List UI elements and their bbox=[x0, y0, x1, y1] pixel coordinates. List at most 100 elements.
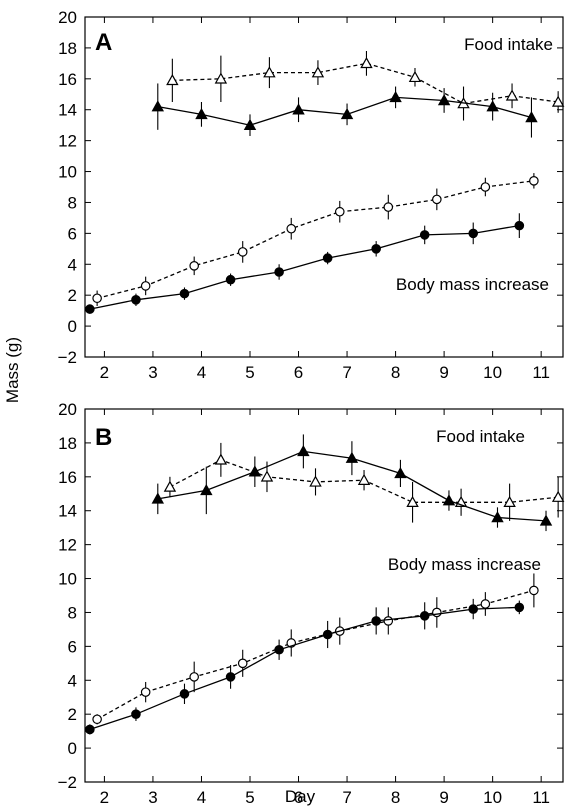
data-point bbox=[274, 267, 284, 277]
y-tick-label: 4 bbox=[68, 255, 77, 274]
y-tick-label: 18 bbox=[58, 434, 77, 453]
data-point bbox=[468, 228, 479, 239]
data-point bbox=[140, 281, 151, 291]
panel-letter: B bbox=[95, 424, 112, 451]
data-point bbox=[286, 223, 297, 234]
data-point bbox=[514, 602, 525, 613]
data-point bbox=[389, 90, 402, 103]
y-tick-label: 6 bbox=[68, 637, 77, 656]
x-tick-label: 10 bbox=[483, 788, 502, 807]
y-tick-label: 20 bbox=[58, 400, 77, 419]
data-point bbox=[514, 220, 525, 231]
data-point bbox=[131, 709, 141, 719]
x-tick-label: 5 bbox=[245, 788, 254, 807]
data-point bbox=[383, 616, 394, 626]
panel-a: −2 0 2 4 6 8 10 12 14 16 18 20 2 3 4 5 6 7 8 9 10 11 A Food int… bbox=[58, 8, 565, 382]
data-point bbox=[525, 111, 538, 123]
data-point bbox=[491, 511, 504, 523]
data-point bbox=[371, 244, 381, 254]
plot-frame bbox=[84, 16, 564, 358]
data-point bbox=[195, 107, 208, 120]
data-point bbox=[551, 95, 565, 107]
x-tick-label: 9 bbox=[439, 363, 448, 382]
data-point bbox=[383, 202, 394, 212]
x-tick-label: 3 bbox=[148, 363, 157, 382]
food-intake-label: Food intake bbox=[436, 427, 525, 446]
data-point bbox=[225, 274, 236, 285]
series-triangle-filled bbox=[151, 83, 538, 138]
data-point bbox=[200, 483, 213, 496]
data-point bbox=[334, 206, 345, 217]
x-axis-title: Day bbox=[285, 787, 316, 806]
data-point bbox=[263, 66, 276, 78]
data-point bbox=[248, 465, 262, 477]
body-mass-label: Body mass increase bbox=[388, 555, 541, 574]
series-triangle-open bbox=[166, 51, 565, 121]
x-tick-label: 4 bbox=[197, 788, 206, 807]
x-tick-label: 8 bbox=[391, 363, 400, 382]
x-tick-label: 4 bbox=[197, 363, 206, 382]
series-circle-filled bbox=[85, 213, 525, 314]
data-point bbox=[179, 288, 190, 299]
data-point bbox=[419, 230, 430, 240]
data-point bbox=[214, 453, 228, 465]
data-point bbox=[85, 724, 95, 735]
y-tick-label: 0 bbox=[68, 739, 77, 758]
x-tick-label: 2 bbox=[100, 788, 109, 807]
series-circle-open bbox=[92, 573, 539, 725]
series-triangle-filled bbox=[151, 434, 553, 532]
data-point bbox=[432, 194, 442, 205]
data-point bbox=[92, 293, 102, 304]
data-point bbox=[237, 658, 248, 669]
y-tick-label: 4 bbox=[68, 671, 77, 690]
y-tick-label: 16 bbox=[58, 70, 77, 89]
y-tick-label: 2 bbox=[68, 286, 77, 305]
panel-b: −2 0 2 4 6 8 10 12 14 16 18 20 2 3 4 5 6 7 8 9 10 11 B Food int… bbox=[58, 400, 565, 807]
data-point bbox=[406, 495, 419, 508]
data-point bbox=[486, 100, 499, 112]
x-tick-label: 7 bbox=[342, 363, 351, 382]
y-tick-label: 18 bbox=[58, 39, 77, 58]
data-point bbox=[225, 672, 236, 682]
y-tick-label: −2 bbox=[58, 773, 77, 792]
data-point bbox=[297, 444, 310, 457]
data-point bbox=[179, 689, 190, 699]
x-tick-label: 11 bbox=[532, 788, 550, 807]
series-line bbox=[172, 62, 559, 105]
data-point bbox=[357, 473, 371, 485]
body-mass-label: Body mass increase bbox=[396, 275, 549, 294]
series-triangle-open bbox=[163, 442, 565, 523]
data-point bbox=[480, 182, 491, 192]
series-line bbox=[89, 224, 520, 310]
data-point bbox=[408, 70, 422, 83]
y-tick-label: 6 bbox=[68, 224, 77, 243]
series-line bbox=[157, 96, 532, 126]
y-tick-label: 2 bbox=[68, 705, 77, 724]
plot-frame bbox=[84, 408, 564, 783]
series-line bbox=[96, 180, 534, 299]
y-tick-label: 12 bbox=[58, 132, 77, 151]
y-tick-label: 8 bbox=[68, 193, 77, 212]
data-point bbox=[151, 100, 165, 112]
x-tick-label: 11 bbox=[532, 363, 550, 382]
data-point bbox=[260, 470, 274, 482]
x-tick-label: 6 bbox=[294, 363, 303, 382]
data-point bbox=[311, 66, 325, 78]
y-tick-label: 12 bbox=[58, 536, 77, 555]
data-point bbox=[85, 304, 95, 314]
data-point bbox=[551, 490, 565, 502]
x-tick-label: 5 bbox=[245, 363, 254, 382]
data-point bbox=[274, 644, 284, 655]
data-point bbox=[340, 107, 354, 120]
data-point bbox=[432, 607, 442, 618]
data-point bbox=[371, 616, 381, 626]
series-circle-filled bbox=[85, 598, 525, 735]
y-tick-label: 10 bbox=[58, 570, 77, 589]
food-intake-label: Food intake bbox=[464, 35, 553, 54]
data-point bbox=[394, 466, 407, 479]
data-point bbox=[480, 599, 491, 609]
data-point bbox=[237, 247, 248, 257]
y-tick-label: 10 bbox=[58, 163, 77, 182]
data-point bbox=[503, 495, 516, 508]
data-point bbox=[539, 514, 553, 526]
